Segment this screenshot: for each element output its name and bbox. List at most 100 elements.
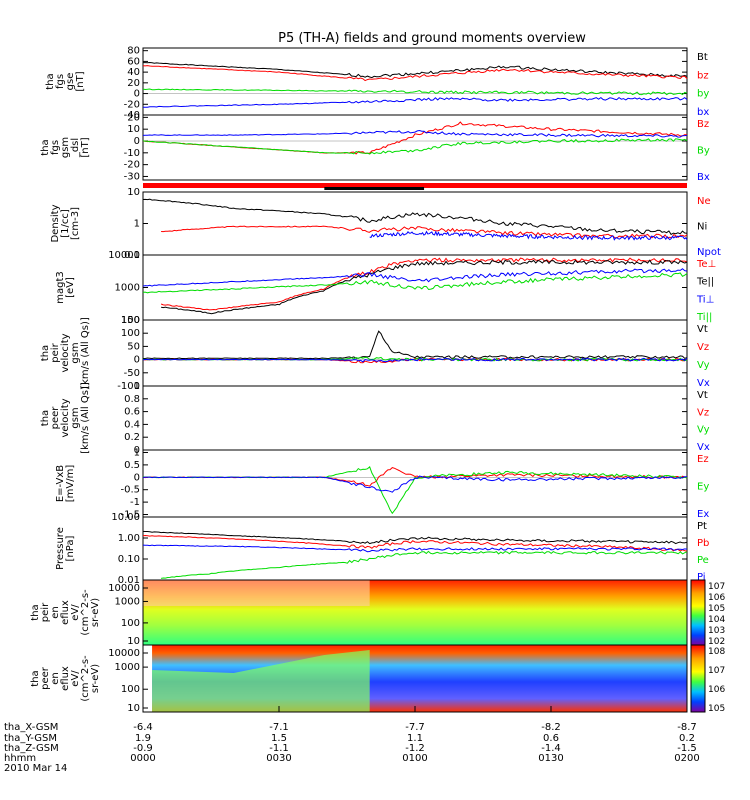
y-axis-label: peer: [50, 406, 61, 430]
y-axis-label: sr-eV): [90, 664, 101, 693]
y-axis-label: [1/cc]: [60, 209, 71, 238]
legend-entry: Ti||: [696, 312, 712, 323]
y-axis-label: eflux: [60, 666, 71, 691]
series-line-Ti||: [142, 272, 688, 294]
y-axis-label: gsm: [70, 342, 81, 363]
legend-entry: Pe: [697, 555, 709, 566]
y-tick-label: 10000: [108, 648, 140, 659]
legend-entry: bx: [697, 107, 709, 118]
series-line-Ex: [142, 475, 687, 493]
y-tick-label: 1000: [115, 596, 140, 607]
x-tick-label: -7.7: [405, 722, 425, 733]
chart-title: P5 (TH-A) fields and ground moments over…: [278, 31, 586, 46]
legend-entry: Ne: [697, 196, 711, 207]
series-line-Pi: [142, 544, 688, 553]
colorbar-tick-label: 108: [708, 647, 725, 657]
y-axis-label: eV/: [70, 604, 81, 621]
legend-entry: Vy: [697, 360, 710, 371]
colorbar-tick-label: 103: [708, 626, 725, 636]
colorbar-tick-label: 102: [708, 637, 725, 647]
spectrogram-hot-band: [143, 580, 370, 606]
y-tick-label: 1.00: [118, 533, 140, 544]
y-axis-label: eV/: [70, 670, 81, 687]
colorbar-tick-label: 106: [708, 593, 725, 603]
x-tick-label: -8.7: [677, 722, 697, 733]
x-tick-label: -6.4: [133, 722, 153, 733]
series-line-Te||: [161, 259, 688, 315]
legend-entry: Vt: [697, 390, 708, 401]
legend-entry: Vz: [697, 342, 709, 353]
status-bar-segment: [324, 187, 425, 190]
y-axis-label: (cm^2-s-: [80, 655, 91, 702]
panel-frame: [142, 319, 688, 387]
y-tick-label: 100: [121, 315, 140, 326]
panel-frame: [142, 385, 688, 451]
y-axis-label: [cm-3]: [70, 207, 81, 240]
panel-pressure: 10.00 1.00 0.10 0.01 Pressure [nPa] Pt Pb Pe Pi: [55, 512, 709, 586]
y-axis-label: [nT]: [75, 71, 86, 91]
legend-entry: bz: [697, 70, 709, 81]
series-line-Ni: [142, 198, 688, 236]
x-tick-label: -1.1: [269, 743, 289, 754]
legend-entry: Bx: [697, 172, 710, 183]
y-tick-label: 10000: [108, 583, 140, 594]
y-axis-label: tha: [30, 604, 41, 620]
panel-peer_velocity: 1 0.8 0.60.4 0.2 0 tha peer velocity gsm [km/s (A…: [40, 381, 710, 456]
y-tick-label: -20: [124, 160, 140, 171]
series-line-Bt: [143, 61, 688, 79]
x-tick-label: -0.9: [133, 743, 153, 754]
y-axis-label: peir: [50, 342, 61, 362]
y-tick-label: 150: [121, 315, 140, 326]
y-axis-label: _dsl: [70, 138, 81, 158]
y-axis-label: gsm: [70, 407, 81, 428]
colorbar-tick-label: 104: [708, 615, 725, 625]
series-line-Ti⊥: [142, 268, 688, 287]
series-line-Pe: [161, 550, 688, 579]
y-axis-label: velocity: [60, 398, 71, 437]
legend-entry: Vz: [697, 407, 709, 418]
colorbar-tick-label: 107: [708, 666, 725, 676]
legend-entry: Ti⊥: [696, 294, 714, 305]
colorbar-tick-label: 105: [708, 604, 725, 614]
x-tick-label: 0130: [538, 753, 563, 764]
x-tick-label: 1.9: [135, 733, 151, 744]
x-tick-label: 0030: [266, 753, 291, 764]
y-tick-label: -0.5: [120, 485, 140, 496]
x-row-label: tha_Y-GSM: [4, 733, 57, 744]
y-axis-label: fgs: [55, 74, 66, 89]
legend-entry: Ey: [697, 482, 709, 493]
y-axis-label: sr-eV): [90, 598, 101, 627]
y-axis-label: en: [50, 672, 61, 685]
legend-entry: Te⊥: [696, 259, 716, 270]
y-tick-label: 0.6: [124, 407, 140, 418]
y-tick-label: -1: [130, 497, 140, 508]
y-tick-label: 10: [127, 703, 140, 714]
y-axis-label: [km/s (All Qs)]: [80, 317, 91, 389]
x-tick-label: -8.2: [541, 722, 561, 733]
panel-frame: [142, 191, 688, 256]
y-axis-label: [eV]: [65, 277, 76, 298]
colorbar: [690, 579, 706, 646]
series-line-Npot: [369, 230, 688, 241]
x-tick-label: -1.4: [541, 743, 561, 754]
y-tick-label: 100: [121, 618, 140, 629]
y-tick-label: -50: [124, 368, 140, 379]
y-tick-label: 0.2: [124, 432, 140, 443]
colorbar-tick-label: 107: [708, 582, 725, 592]
y-tick-label: 1000: [115, 662, 140, 673]
y-tick-label: 50: [127, 341, 140, 352]
y-axis-label: en: [50, 606, 61, 619]
colorbar-tick-label: 105: [708, 704, 725, 714]
legend-entry: Vx: [697, 378, 710, 389]
colorbar: [690, 644, 706, 713]
y-tick-label: 10000: [108, 250, 140, 261]
y-axis-label: [km/s (All Qs)]: [80, 382, 91, 454]
y-axis-label: tha: [45, 73, 56, 89]
x-tick-label: 1.5: [271, 733, 287, 744]
y-tick-label: 100: [121, 684, 140, 695]
y-tick-label: 10: [127, 124, 140, 135]
